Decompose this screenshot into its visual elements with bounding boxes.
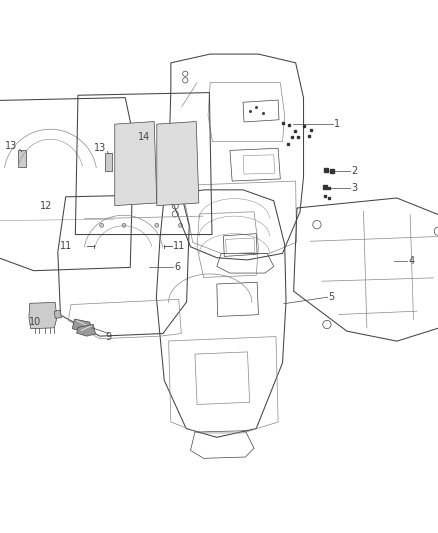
Polygon shape [157, 122, 199, 206]
Bar [18, 150, 26, 167]
Polygon shape [29, 302, 57, 329]
Polygon shape [115, 122, 157, 206]
Text: 11: 11 [60, 241, 72, 252]
Polygon shape [54, 310, 61, 318]
Circle shape [179, 223, 183, 227]
Circle shape [155, 223, 159, 227]
Text: 4: 4 [409, 256, 415, 266]
Text: 1: 1 [334, 119, 340, 129]
Bar [105, 152, 112, 171]
Text: 2: 2 [352, 166, 358, 176]
Polygon shape [77, 324, 95, 336]
Text: 9: 9 [105, 332, 111, 342]
Circle shape [99, 223, 103, 227]
Text: 5: 5 [328, 292, 335, 302]
Text: 11: 11 [173, 241, 185, 252]
Text: 13: 13 [94, 143, 106, 154]
Text: 3: 3 [352, 183, 358, 192]
Text: 12: 12 [40, 201, 52, 211]
Circle shape [122, 223, 126, 227]
Text: 14: 14 [138, 132, 151, 142]
Text: 13: 13 [5, 141, 17, 151]
Text: 6: 6 [174, 262, 180, 271]
Polygon shape [72, 319, 91, 331]
Text: 10: 10 [29, 317, 41, 327]
